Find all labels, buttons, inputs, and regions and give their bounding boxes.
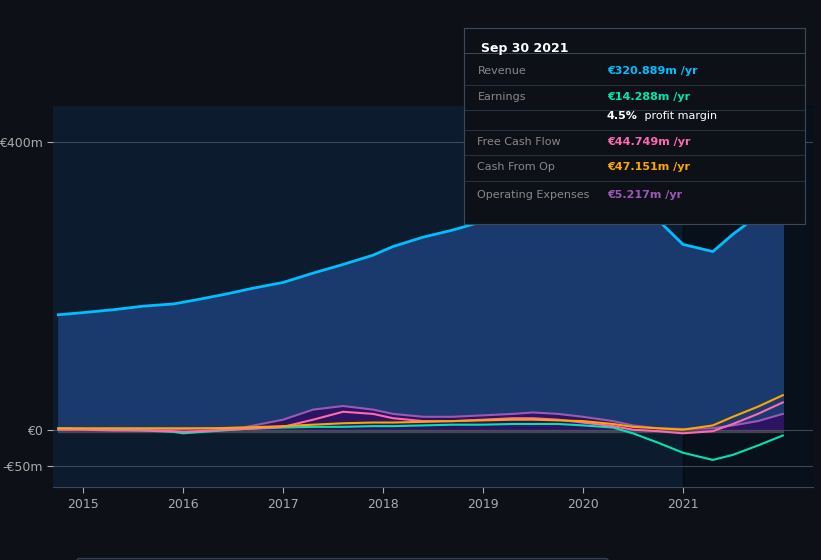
Text: €47.151m /yr: €47.151m /yr — [607, 162, 690, 172]
Text: Revenue: Revenue — [478, 66, 526, 76]
Text: Sep 30 2021: Sep 30 2021 — [481, 42, 568, 55]
Text: Operating Expenses: Operating Expenses — [478, 190, 589, 199]
Text: Cash From Op: Cash From Op — [478, 162, 555, 172]
Text: profit margin: profit margin — [641, 111, 718, 121]
Text: 4.5%: 4.5% — [607, 111, 638, 121]
Text: €44.749m /yr: €44.749m /yr — [607, 137, 690, 147]
Text: €14.288m /yr: €14.288m /yr — [607, 92, 690, 101]
Text: €320.889m /yr: €320.889m /yr — [607, 66, 698, 76]
Legend: Revenue, Earnings, Free Cash Flow, Cash From Op, Operating Expenses: Revenue, Earnings, Free Cash Flow, Cash … — [76, 558, 608, 560]
Bar — [683, 106, 813, 487]
Text: Earnings: Earnings — [478, 92, 526, 101]
Text: Free Cash Flow: Free Cash Flow — [478, 137, 561, 147]
Text: €5.217m /yr: €5.217m /yr — [607, 190, 682, 199]
